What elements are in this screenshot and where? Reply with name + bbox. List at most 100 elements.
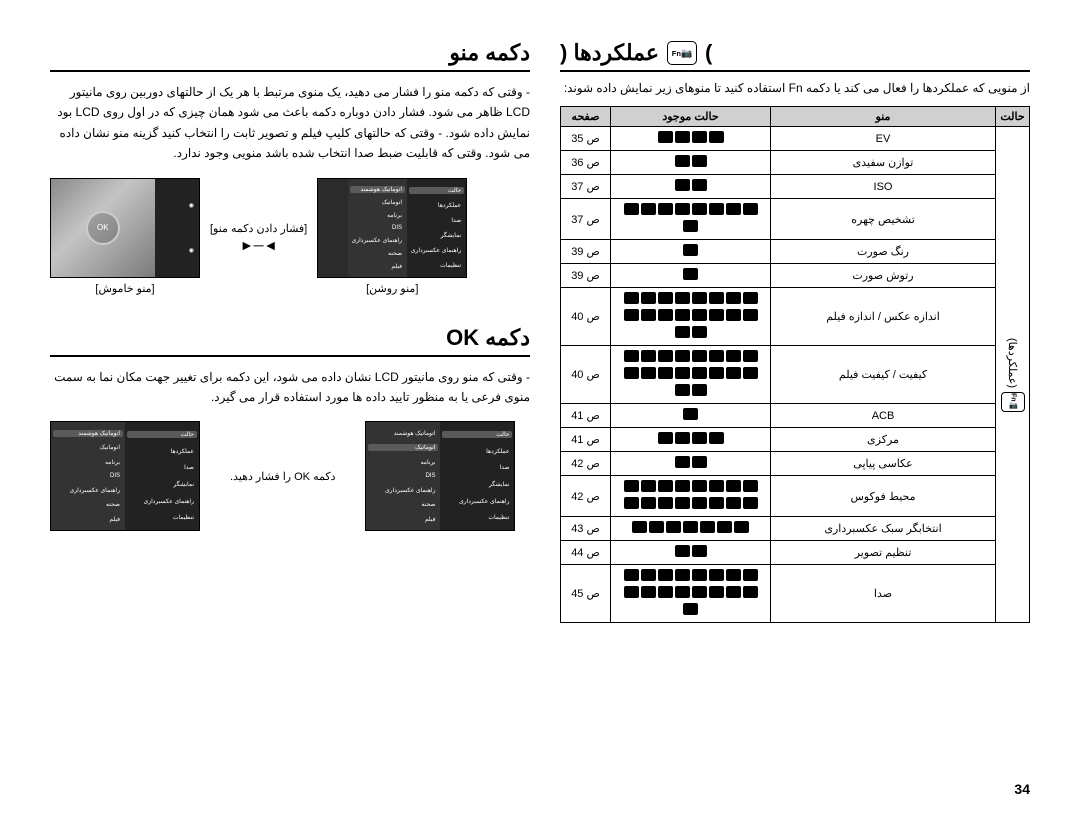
mode-icon [692,155,707,167]
menu-line: نمایشگر [442,481,512,488]
menu-button-title: دکمه منو [50,40,530,72]
menu-cell: اندازه عکس / اندازه فیلم [771,288,996,346]
mode-icon [624,586,639,598]
functions-intro: از منویی که عملکردها را فعال می کند یا د… [560,78,1030,98]
menu-cell: مرکزی [771,428,996,452]
mode-icon [692,350,707,362]
mode-cell [611,346,771,404]
mode-cell [611,264,771,288]
mode-icon [692,203,707,215]
mode-cell [611,541,771,565]
mode-icon [658,432,673,444]
menu-cell: رتوش صورت [771,264,996,288]
page-cell: ص 39 [561,240,611,264]
menu-line: راهنمای عکسبرداری [53,487,123,494]
mode-icon [675,155,690,167]
mode-icon [726,350,741,362]
functions-title-row: عملکردها ( 📷Fn ) [560,40,1030,72]
mode-icon [675,586,690,598]
menu-line: برنامه [368,459,438,466]
mode-icon [692,586,707,598]
mode-icon [743,569,758,581]
mode-cell [611,404,771,428]
mode-icon [743,203,758,215]
mode-icon [692,309,707,321]
mode-icon [675,131,690,143]
mode-icon [632,521,647,533]
mode-cell [611,288,771,346]
mode-icon [675,480,690,492]
mode-icon [658,292,673,304]
mode-icon [743,350,758,362]
mode-icon [675,367,690,379]
mode-icon [683,220,698,232]
mode-icon [675,384,690,396]
label-menu-off: [منو خاموش] [95,282,154,295]
arrow-left-right-icon: ◄─► [239,235,279,255]
mode-icon [641,203,656,215]
menu-line: صحنه [368,501,438,508]
page-cell: ص 37 [561,175,611,199]
mode-icon [692,569,707,581]
functions-table: حالت منو حالت موجود صفحه 📷Fn(عملکردها)EV… [560,106,1030,623]
fn-small-icon: 📷Fn [1001,392,1025,412]
mode-icon [666,521,681,533]
menu-cell: رنگ صورت [771,240,996,264]
th-halat: حالت [996,107,1030,127]
page-cell: ص 41 [561,404,611,428]
menu-line: عملکردها [409,202,464,209]
menu-line: اتوماتیک هوشمند [53,430,123,437]
mode-icon [709,350,724,362]
page-cell: ص 42 [561,476,611,517]
mode-icon [692,456,707,468]
menu-cell: عکاسی پیاپی [771,452,996,476]
mode-cell [611,240,771,264]
mode-icon [683,268,698,280]
menu-line: حالت [409,187,464,194]
menu-line: عملکردها [442,448,512,455]
mode-cell [611,175,771,199]
menu-line: DIS [368,473,438,479]
menu-line: حالت [127,431,197,438]
mode-icon [709,367,724,379]
mode-icon [743,292,758,304]
mode-icon [658,586,673,598]
menu-line: فیلم [350,263,405,270]
menu-line: تنظیمات [127,514,197,521]
mode-icon [658,350,673,362]
mode-icon [709,480,724,492]
screen-menu-on: حالتعملکردهاصدانمایشگرراهنمای عکسبرداریت… [317,178,467,278]
menu-screens-row: ◉ ◉ OK [منو خاموش] [فشار دادن دکمه منو] … [50,178,530,295]
mode-icon [641,569,656,581]
menu-line: راهنمای عکسبرداری [368,487,438,494]
mode-icon [692,326,707,338]
menu-line: صدا [409,217,464,224]
menu-line: صحنه [350,250,405,257]
mode-icon [726,292,741,304]
menu-line: DIS [53,473,123,479]
label-press-ok: دکمه OK را فشار دهید. [230,470,335,483]
menu-line: اتوماتیک هوشمند [350,186,405,193]
mode-icon [641,586,656,598]
mode-cell [611,565,771,623]
mode-icon [717,521,732,533]
table-row: انتخابگر سبک عکسبرداریص 43 [561,517,1030,541]
mode-cell [611,151,771,175]
menu-line: برنامه [350,212,405,219]
mode-icon [658,203,673,215]
mode-icon [641,480,656,492]
table-row: ISOص 37 [561,175,1030,199]
mode-icon [692,179,707,191]
table-row: اندازه عکس / اندازه فیلمص 40 [561,288,1030,346]
page-cell: ص 41 [561,428,611,452]
table-row: محیط فوکوسص 42 [561,476,1030,517]
mode-icon [743,367,758,379]
screen-ok-left: حالتعملکردهاصدانمایشگرراهنمای عکسبرداریت… [365,421,515,531]
page-cell: ص 37 [561,199,611,240]
label-menu-on: [منو روشن] [366,282,418,295]
page-cell: ص 39 [561,264,611,288]
menu-line: راهنمای عکسبرداری [127,498,197,505]
menu-cell: صدا [771,565,996,623]
menu-line: DIS [350,225,405,231]
menu-line: صدا [442,464,512,471]
